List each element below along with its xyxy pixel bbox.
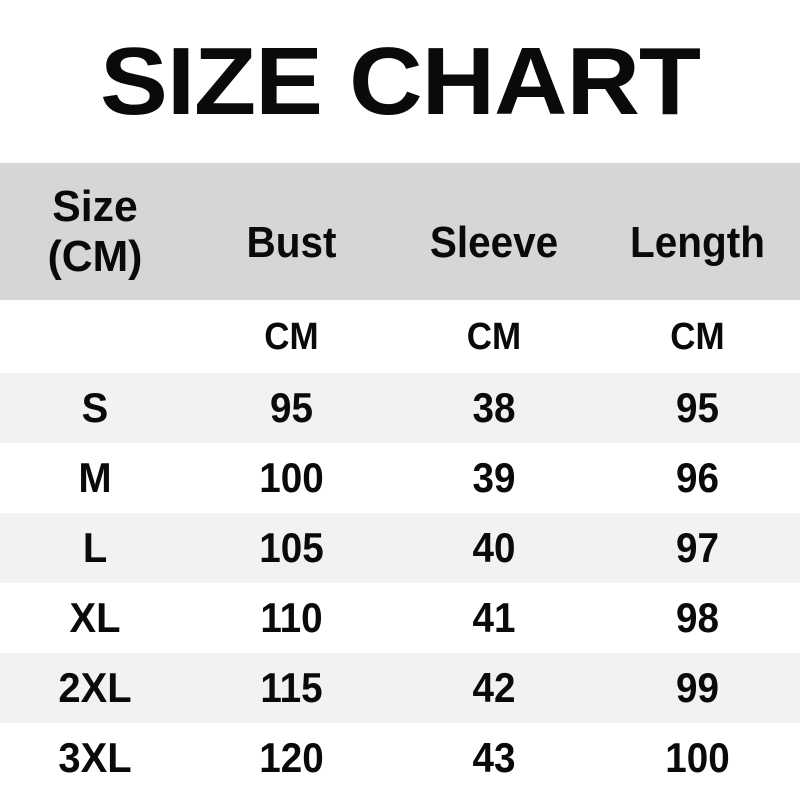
cell-bust-value: 115 [260,664,323,711]
column-header-size: Size (CM) [0,163,190,300]
cell-sleeve: 39 [393,443,595,513]
cell-size: 3XL [0,723,190,793]
column-header-size-line2: (CM) [47,231,143,281]
cell-sleeve: 41 [393,583,595,653]
cell-bust-value: 120 [259,734,324,781]
cell-size-label: 3XL [58,734,132,781]
column-header-length: Length [595,163,800,300]
cell-size: M [0,443,190,513]
column-header-sleeve: Sleeve [393,163,595,300]
cell-bust: 110 [190,583,393,653]
column-header-size-line1: Size [52,182,138,232]
cell-size: L [0,513,190,583]
page-title: SIZE CHART [100,27,701,135]
unit-cell-size [0,300,190,373]
cell-length-value: 100 [665,734,730,781]
cell-size: S [0,373,190,443]
cell-sleeve-value: 40 [472,524,516,571]
cell-sleeve: 43 [393,723,595,793]
cell-length-value: 97 [676,524,719,571]
cell-bust: 115 [190,653,393,723]
table-row: S 95 38 95 [0,373,800,443]
column-header-bust: Bust [190,163,393,300]
cell-sleeve-value: 41 [472,594,516,641]
cell-size: 2XL [0,653,190,723]
cell-sleeve-value: 39 [472,454,516,501]
cell-length: 97 [595,513,800,583]
cell-size-label: 2XL [58,664,132,711]
cell-sleeve: 38 [393,373,595,443]
unit-cell-bust-label: CM [264,315,319,358]
table-body: CM CM CM S 95 38 95 M 100 39 96 [0,300,800,793]
cell-size-label: M [78,454,112,501]
title-container: SIZE CHART [0,0,800,163]
cell-bust: 105 [190,513,393,583]
cell-sleeve-value: 42 [472,664,516,711]
table-header: Size (CM) Bust Sleeve Length [0,163,800,300]
unit-cell-bust: CM [190,300,393,373]
unit-cell-sleeve: CM [393,300,595,373]
cell-length-value: 98 [676,594,719,641]
cell-size-label: S [81,384,109,431]
cell-size: XL [0,583,190,653]
unit-cell-length-label: CM [670,315,725,358]
cell-bust-value: 105 [259,524,324,571]
cell-bust: 120 [190,723,393,793]
column-header-sleeve-label: Sleeve [429,218,559,268]
cell-length-value: 96 [676,454,719,501]
cell-length: 96 [595,443,800,513]
unit-row: CM CM CM [0,300,800,373]
cell-sleeve: 40 [393,513,595,583]
cell-bust-value: 110 [260,594,323,641]
table-row: M 100 39 96 [0,443,800,513]
cell-length-value: 99 [676,664,719,711]
cell-sleeve-value: 38 [472,384,516,431]
cell-bust: 100 [190,443,393,513]
cell-length: 99 [595,653,800,723]
size-chart-table: Size (CM) Bust Sleeve Length [0,163,800,793]
header-row: Size (CM) Bust Sleeve Length [0,163,800,300]
table-row: 2XL 115 42 99 [0,653,800,723]
cell-length: 100 [595,723,800,793]
column-header-length-label: Length [630,218,765,268]
cell-size-label: XL [69,594,121,641]
table-row: L 105 40 97 [0,513,800,583]
cell-bust-value: 95 [270,384,313,431]
cell-bust-value: 100 [259,454,324,501]
cell-sleeve-value: 43 [472,734,516,781]
cell-sleeve: 42 [393,653,595,723]
cell-length: 98 [595,583,800,653]
column-header-bust-label: Bust [246,218,337,268]
table-row: XL 110 41 98 [0,583,800,653]
cell-length: 95 [595,373,800,443]
unit-cell-length: CM [595,300,800,373]
unit-cell-sleeve-label: CM [466,315,522,358]
table-row: 3XL 120 43 100 [0,723,800,793]
cell-size-label: L [82,524,108,571]
cell-bust: 95 [190,373,393,443]
cell-length-value: 95 [676,384,719,431]
